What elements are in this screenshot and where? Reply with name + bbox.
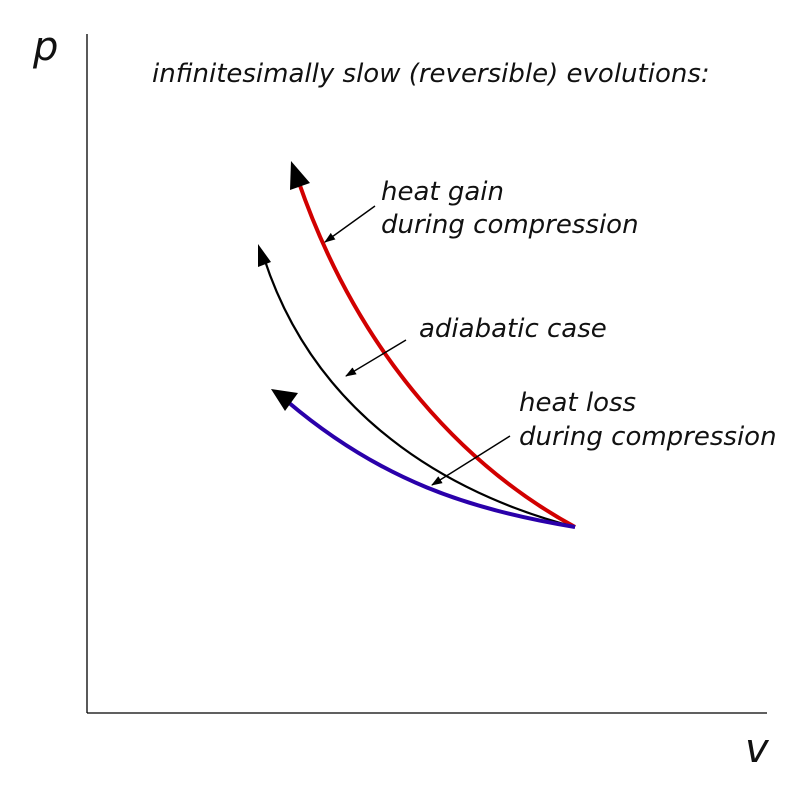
heat-gain-curve	[296, 179, 576, 529]
heat-loss-pointer	[431, 435, 511, 486]
adiabatic-pointer	[345, 339, 407, 377]
heat-loss-curve	[286, 400, 576, 529]
adiabatic-curve	[262, 257, 576, 529]
heat-loss-label-line1: heat loss	[519, 388, 636, 418]
adiabatic-label: adiabatic case	[419, 314, 607, 344]
diagram-title: infinitesimally slow (reversible) evolut…	[152, 59, 710, 89]
heat-gain-arrowhead	[290, 161, 310, 190]
heat-loss-label-line2: during compression	[519, 422, 777, 452]
heat-gain-label-line2: during compression	[381, 210, 639, 240]
heat-loss-arrowhead	[271, 389, 298, 411]
heat-gain-label-line1: heat gain	[381, 177, 504, 207]
x-axis-label: v	[745, 726, 770, 772]
y-axis-label: p	[32, 24, 58, 70]
adiabatic-arrowhead	[258, 244, 271, 267]
heat-gain-pointer	[324, 205, 376, 243]
